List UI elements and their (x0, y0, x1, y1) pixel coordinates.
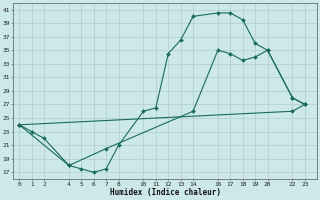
X-axis label: Humidex (Indice chaleur): Humidex (Indice chaleur) (110, 188, 220, 197)
